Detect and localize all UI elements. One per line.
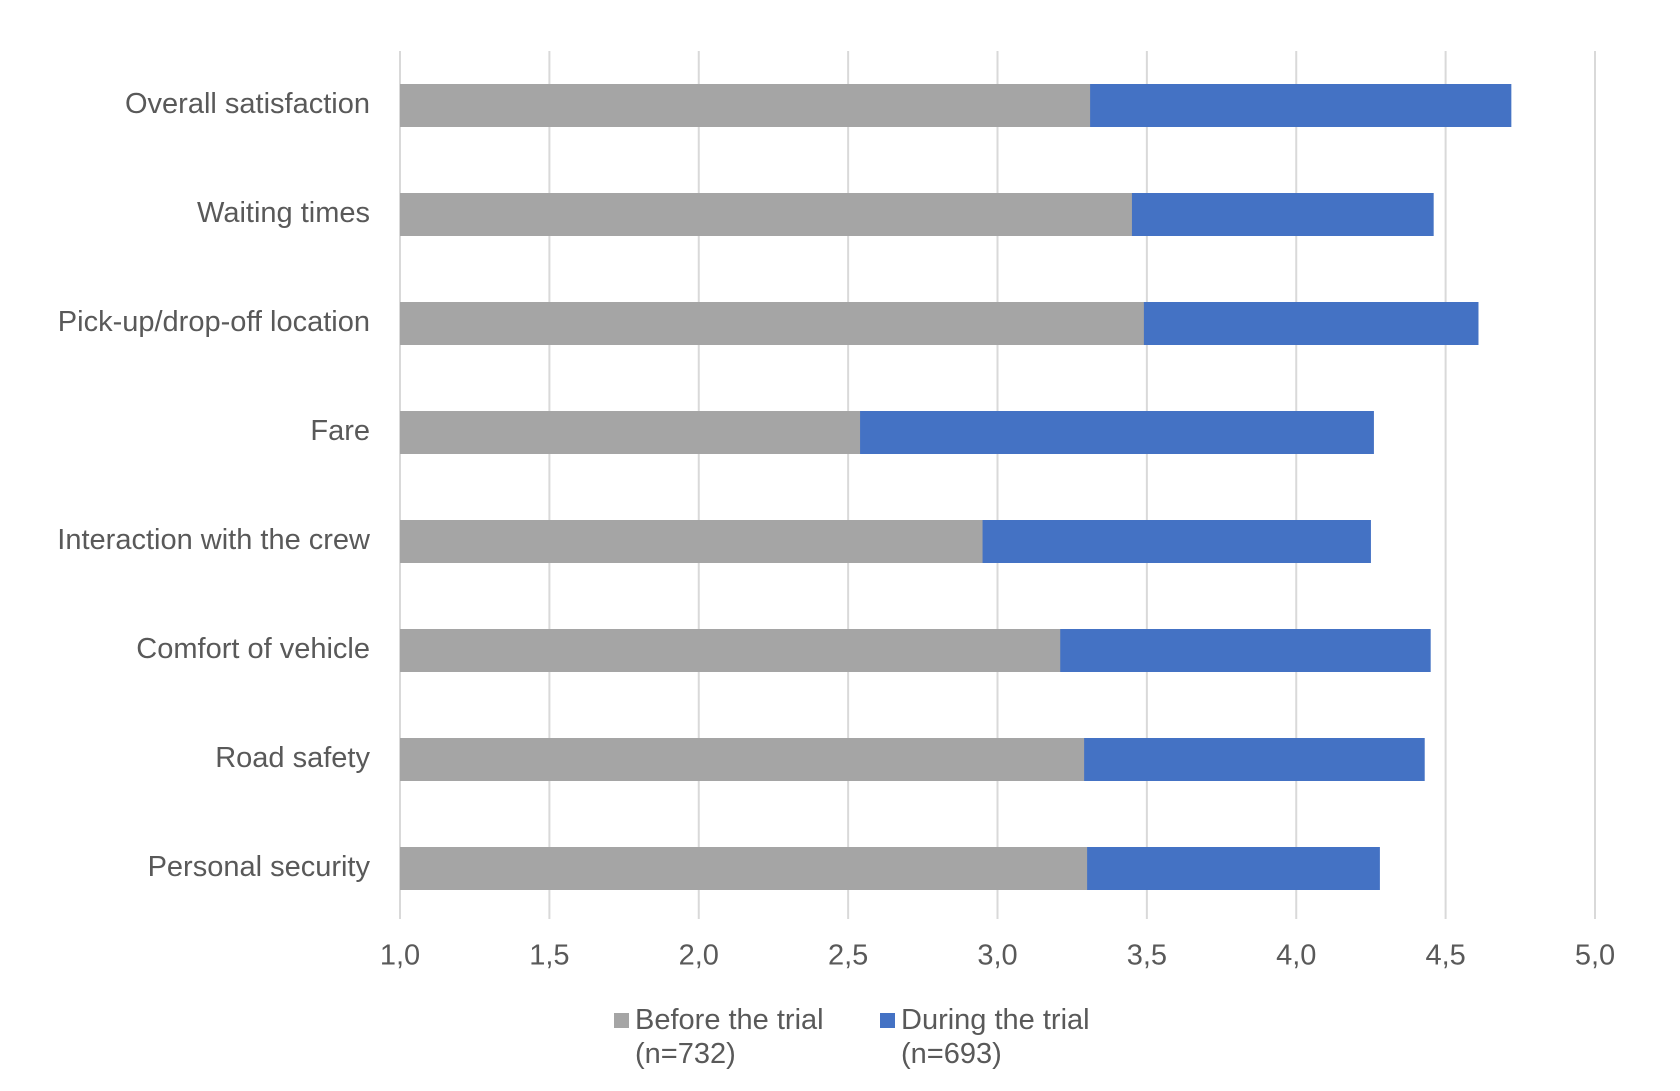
y-tick-label: Waiting times [197,197,370,229]
y-tick-label: Road safety [215,742,370,774]
bar [400,847,1088,890]
legend-label: Before the trial (n=732) [635,1004,824,1070]
bar [400,193,1132,236]
x-tick-label: 1,5 [529,940,569,972]
y-tick-label: Overall satisfaction [125,88,370,120]
bar [400,411,861,454]
legend-swatch [880,1013,895,1028]
x-tick-label: 1,0 [380,940,420,972]
x-tick-label: 5,0 [1575,940,1615,972]
bar [400,629,1061,672]
bar [400,302,1144,345]
chart: 1,0 1,5 2,0 2,5 3,0 3,5 4,0 4,5 5,0 Overall satis… [57,51,1615,972]
y-tick-label: Fare [310,415,370,447]
x-tick-label: 4,5 [1425,940,1465,972]
y-tick-label: Interaction with the crew [57,524,371,556]
x-tick-label: 4,0 [1276,940,1316,972]
legend-label: During the trial (n=693) [901,1004,1090,1070]
y-tick-label: Pick-up/drop-off location [58,306,370,338]
legend-swatch [614,1013,629,1028]
bar [400,84,1091,127]
x-tick-label: 2,5 [828,940,868,972]
legend: Before the trial (n=732) During the trial… [0,1003,1680,1071]
legend-item: Before the trial (n=732) [614,1003,850,1071]
y-tick-label: Comfort of vehicle [136,633,370,665]
x-tick-label: 3,5 [1127,940,1167,972]
x-tick-label: 3,0 [977,940,1017,972]
y-tick-label: Personal security [148,851,371,883]
x-tick-label: 2,0 [679,940,719,972]
legend-item: During the trial (n=693) [880,1003,1116,1071]
bar [400,738,1085,781]
bar [400,520,983,563]
